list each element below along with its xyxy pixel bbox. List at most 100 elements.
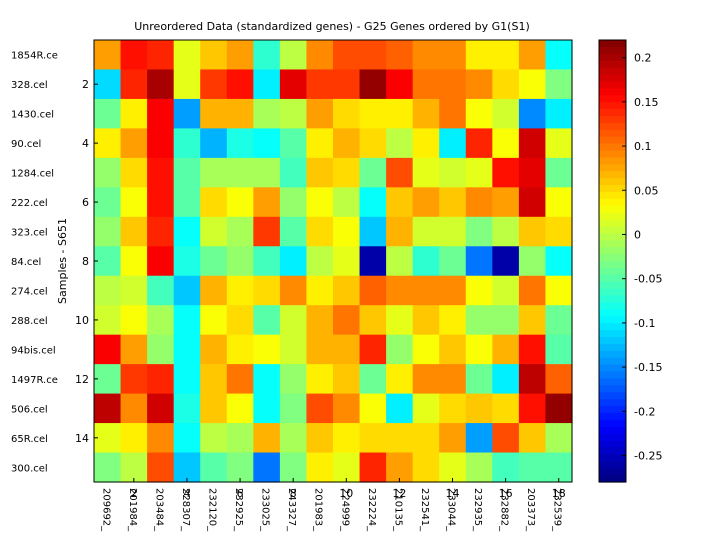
heatmap-cell xyxy=(200,423,228,454)
heatmap-cell xyxy=(439,128,467,159)
x-tick-label: 8 xyxy=(290,487,297,500)
y-tick-label: 4 xyxy=(82,137,89,150)
heatmap-cell xyxy=(359,157,387,188)
colorbar-segment xyxy=(599,309,626,317)
heatmap-cell xyxy=(412,275,440,306)
colorbar-segment xyxy=(599,240,626,248)
colorbar-segment xyxy=(599,191,626,200)
colorbar-segment xyxy=(599,178,626,186)
heatmap-cell xyxy=(492,334,520,365)
heatmap-cell xyxy=(545,69,573,100)
colorbar-segment xyxy=(599,60,626,69)
heatmap-cell xyxy=(253,216,281,247)
heatmap-cell xyxy=(518,128,547,159)
colorbar-segment xyxy=(599,136,626,145)
heatmap-cell xyxy=(173,334,201,365)
heatmap-cell xyxy=(412,423,440,454)
y-tick-label: 6 xyxy=(82,196,89,209)
heatmap-cell xyxy=(492,275,520,306)
colorbar-segment xyxy=(599,198,626,207)
heatmap-cell xyxy=(465,216,493,247)
colorbar-segment xyxy=(599,392,626,400)
heatmap-cell xyxy=(333,423,361,454)
heatmap-cell xyxy=(439,246,467,277)
heatmap-cell xyxy=(226,69,254,100)
heatmap-cell xyxy=(279,157,308,188)
heatmap-cell xyxy=(492,452,520,483)
colorbar-segment xyxy=(599,219,626,228)
heatmap-cell xyxy=(147,275,175,306)
column-label: 232882_ xyxy=(499,488,510,532)
heatmap-cell xyxy=(545,364,573,395)
heatmap-cell xyxy=(94,98,122,129)
heatmap-cell xyxy=(518,275,547,306)
heatmap-cell xyxy=(306,98,334,129)
heatmap-cell xyxy=(226,275,254,306)
heatmap-cell xyxy=(147,40,175,71)
heatmap-cell xyxy=(412,69,440,100)
heatmap-cell xyxy=(359,128,387,159)
colorbar-tick-label: -0.05 xyxy=(634,273,662,286)
heatmap-cell xyxy=(306,305,334,336)
heatmap-cell xyxy=(518,69,547,100)
heatmap-cell xyxy=(518,157,547,188)
row-label: 323.cel xyxy=(11,228,48,239)
column-label: 203484_ xyxy=(153,488,164,532)
heatmap-cell xyxy=(518,305,547,336)
heatmap-cell xyxy=(439,216,467,247)
heatmap-cell xyxy=(492,246,520,277)
column-label: 203373_ xyxy=(525,488,536,532)
heatmap-cell xyxy=(226,305,254,336)
heatmap-cell xyxy=(173,157,201,188)
heatmap-cell xyxy=(518,216,547,247)
heatmap-cell xyxy=(439,452,467,483)
heatmap-cell xyxy=(412,452,440,483)
heatmap-cell xyxy=(120,393,148,424)
heatmap-cell xyxy=(279,393,308,424)
heatmap-cell xyxy=(386,69,414,100)
colorbar-segment xyxy=(599,433,626,442)
heatmap-cell xyxy=(120,98,148,129)
colorbar-segment xyxy=(599,233,626,241)
heatmap-cell xyxy=(465,364,493,395)
colorbar-segment xyxy=(599,295,626,304)
heatmap-cell xyxy=(359,246,387,277)
heatmap-cell xyxy=(279,275,308,306)
heatmap-cell xyxy=(492,157,520,188)
heatmap-cell xyxy=(200,364,228,395)
colorbar-segment xyxy=(599,419,626,428)
colorbar-segment xyxy=(599,164,626,172)
row-label: 94bis.cel xyxy=(11,345,56,356)
heatmap-cell xyxy=(226,40,254,71)
heatmap-cell xyxy=(226,246,254,277)
heatmap-cell xyxy=(359,305,387,336)
heatmap-cell xyxy=(147,452,175,483)
colorbar-tick-label: -0.15 xyxy=(634,361,662,374)
colorbar-segment xyxy=(599,212,626,221)
heatmap-cell xyxy=(279,216,308,247)
heatmap-cell xyxy=(545,40,573,71)
heatmap-cell xyxy=(200,128,228,159)
heatmap-cell xyxy=(94,364,122,395)
colorbar-segment xyxy=(599,115,626,124)
heatmap-cell xyxy=(279,423,308,454)
heatmap-cell xyxy=(200,98,228,129)
heatmap-cell xyxy=(492,69,520,100)
heatmap-cell xyxy=(253,98,281,129)
colorbar-segment xyxy=(599,67,626,76)
heatmap-cell xyxy=(492,187,520,218)
column-label: 232935_ xyxy=(472,488,483,532)
heatmap-cell xyxy=(147,69,175,100)
column-label: 201983_ xyxy=(313,488,324,532)
heatmap-cell xyxy=(386,40,414,71)
chart-title: Unreordered Data (standardized genes) - … xyxy=(134,20,530,33)
heatmap-cell xyxy=(279,40,308,71)
heatmap-cell xyxy=(465,423,493,454)
colorbar-frame xyxy=(598,39,627,483)
heatmap-cell xyxy=(120,69,148,100)
heatmap-cell xyxy=(465,305,493,336)
heatmap-cell xyxy=(465,40,493,71)
heatmap-cell xyxy=(412,157,440,188)
row-labels: 1854R.ce 328.cel 1430.cel 90.cel 1284.cel 222… xyxy=(11,51,58,475)
